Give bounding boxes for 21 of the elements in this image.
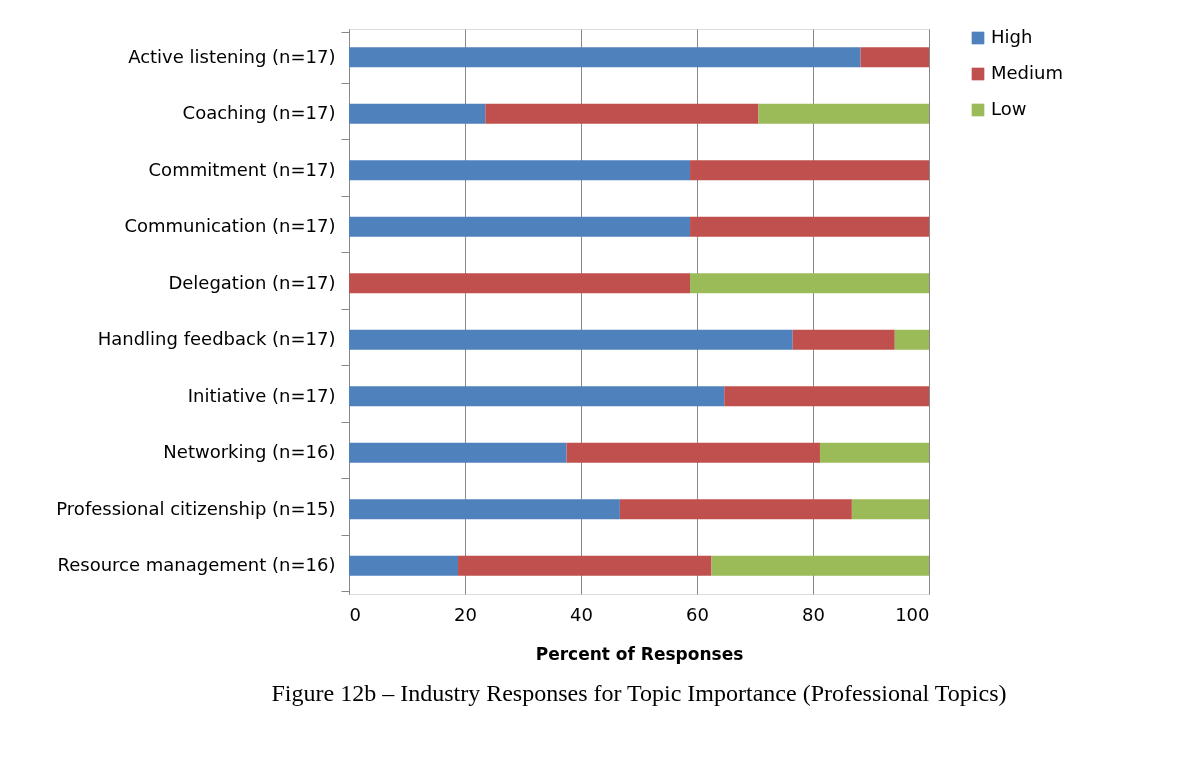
x-axis-title: Percent of Responses	[535, 643, 744, 664]
y-tick-label: Active listening (n=17)	[128, 45, 336, 67]
y-tick-label: Commitment (n=17)	[148, 158, 336, 180]
caption: Figure 12b – Industry Responses for Topic Importance (Professional Topics)	[271, 680, 1007, 706]
legend-label: Low	[991, 98, 1027, 119]
x-tick-label: 100	[895, 603, 930, 625]
x-tick-label: 20	[454, 603, 477, 625]
y-tick-label: Initiative (n=17)	[187, 384, 336, 406]
y-tick-label: Networking (n=16)	[163, 441, 336, 463]
x-tick-label: 40	[570, 603, 593, 625]
y-tick-label: Delegation (n=17)	[168, 271, 336, 293]
y-tick-label: Professional citizenship (n=15)	[56, 497, 336, 519]
y-tick-label: Communication (n=17)	[124, 215, 336, 237]
y-tick-label: Coaching (n=17)	[182, 102, 336, 124]
legend-label: High	[991, 26, 1033, 47]
x-tick-label: 80	[802, 603, 825, 625]
y-tick-label: Resource management (n=16)	[57, 554, 336, 576]
legend-label: Medium	[991, 62, 1063, 83]
x-tick-label: 60	[686, 603, 709, 625]
x-tick-label: 0	[349, 603, 361, 625]
y-tick-label: Handling feedback (n=17)	[97, 328, 336, 350]
